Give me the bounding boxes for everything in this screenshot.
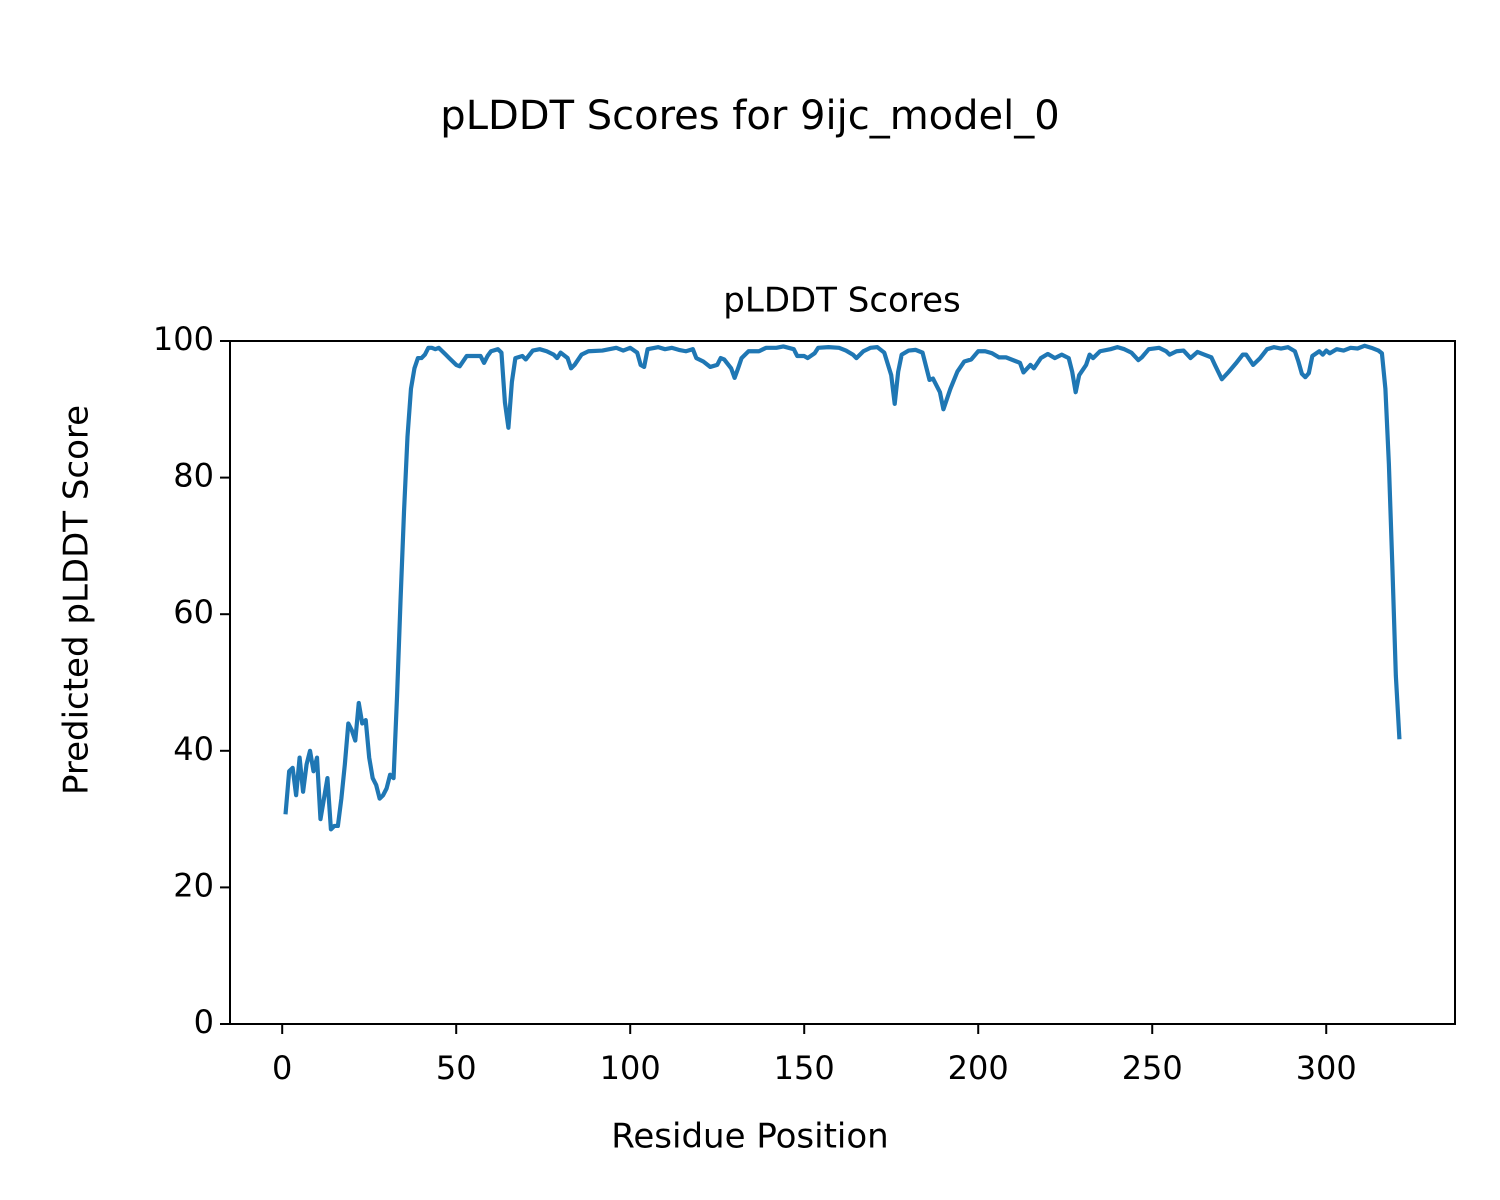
data-line [283,343,1402,832]
x-tick-label: 200 [948,1049,1009,1087]
y-axis-label: Predicted pLDDT Score [57,405,97,795]
y-tick-label: 80 [173,457,214,495]
x-tick-label: 150 [774,1049,835,1087]
y-tick-label: 60 [173,593,214,631]
y-tick-label: 0 [194,1003,214,1041]
suptitle: pLDDT Scores for 9ijc_model_0 [440,93,1059,139]
x-tick-label: 250 [1122,1049,1183,1087]
x-tick-label: 50 [436,1049,477,1087]
y-tick-label: 20 [173,866,214,904]
y-tick-label: 100 [153,320,214,358]
x-tick-label: 100 [600,1049,661,1087]
x-tick-label: 0 [272,1049,292,1087]
x-axis-label: Residue Position [611,1117,888,1157]
x-tick-label: 300 [1296,1049,1357,1087]
y-tick-label: 40 [173,730,214,768]
plot-frame [229,340,1456,1025]
axes-title: pLDDT Scores [723,281,960,321]
